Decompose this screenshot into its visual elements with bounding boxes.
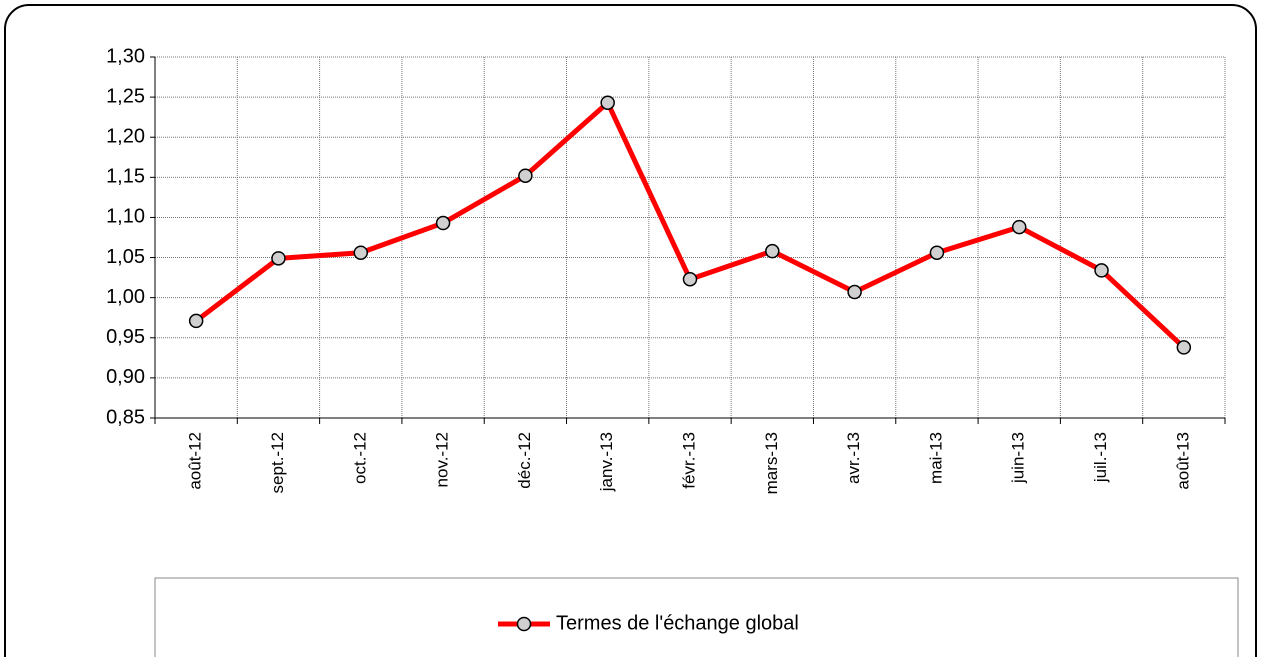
y-tick-label: 1,00 bbox=[106, 286, 145, 308]
point-marker bbox=[1094, 263, 1109, 278]
legend-marker bbox=[516, 616, 532, 632]
point-marker bbox=[600, 95, 615, 110]
y-tick-label: 1,05 bbox=[106, 246, 145, 268]
chart-frame bbox=[4, 4, 1257, 657]
point-marker bbox=[1011, 219, 1027, 235]
point-marker bbox=[188, 313, 204, 329]
x-tick-label: oct.-12 bbox=[350, 432, 369, 484]
point-marker bbox=[847, 284, 862, 300]
x-tick-label: août-13 bbox=[1173, 432, 1192, 490]
x-tick-label: mars-13 bbox=[762, 432, 781, 494]
y-tick-label: 1,25 bbox=[106, 85, 145, 107]
point-marker bbox=[353, 245, 369, 260]
x-tick-label: août-12 bbox=[186, 432, 205, 490]
y-tick-label: 1,30 bbox=[106, 45, 145, 67]
x-tick-label: janv.-13 bbox=[597, 432, 616, 492]
x-tick-label: mai-13 bbox=[926, 432, 945, 484]
y-tick-label: 1,20 bbox=[106, 126, 145, 148]
y-tick-label: 1,15 bbox=[106, 166, 145, 188]
point-marker bbox=[435, 215, 451, 231]
legend-label: Termes de l'échange global bbox=[556, 612, 799, 634]
y-tick-label: 0,95 bbox=[106, 326, 145, 348]
point-marker bbox=[765, 243, 780, 259]
legend-box bbox=[154, 577, 1239, 657]
x-tick-label: févr.-13 bbox=[679, 432, 698, 489]
point-marker bbox=[929, 245, 945, 260]
point-marker bbox=[682, 271, 698, 287]
x-tick-label: nov.-12 bbox=[433, 432, 452, 487]
x-tick-label: sept.-12 bbox=[268, 432, 287, 493]
point-marker bbox=[518, 168, 533, 183]
x-tick-label: juin-13 bbox=[1009, 432, 1028, 484]
y-tick-label: 0,85 bbox=[106, 406, 145, 428]
y-tick-label: 0,90 bbox=[106, 366, 145, 388]
point-marker bbox=[271, 251, 286, 266]
point-marker bbox=[1176, 340, 1192, 355]
x-tick-label: avr.-13 bbox=[844, 432, 863, 484]
x-tick-label: déc.-12 bbox=[515, 432, 534, 489]
x-tick-label: juil.-13 bbox=[1091, 432, 1110, 483]
y-tick-label: 1,10 bbox=[106, 206, 145, 228]
